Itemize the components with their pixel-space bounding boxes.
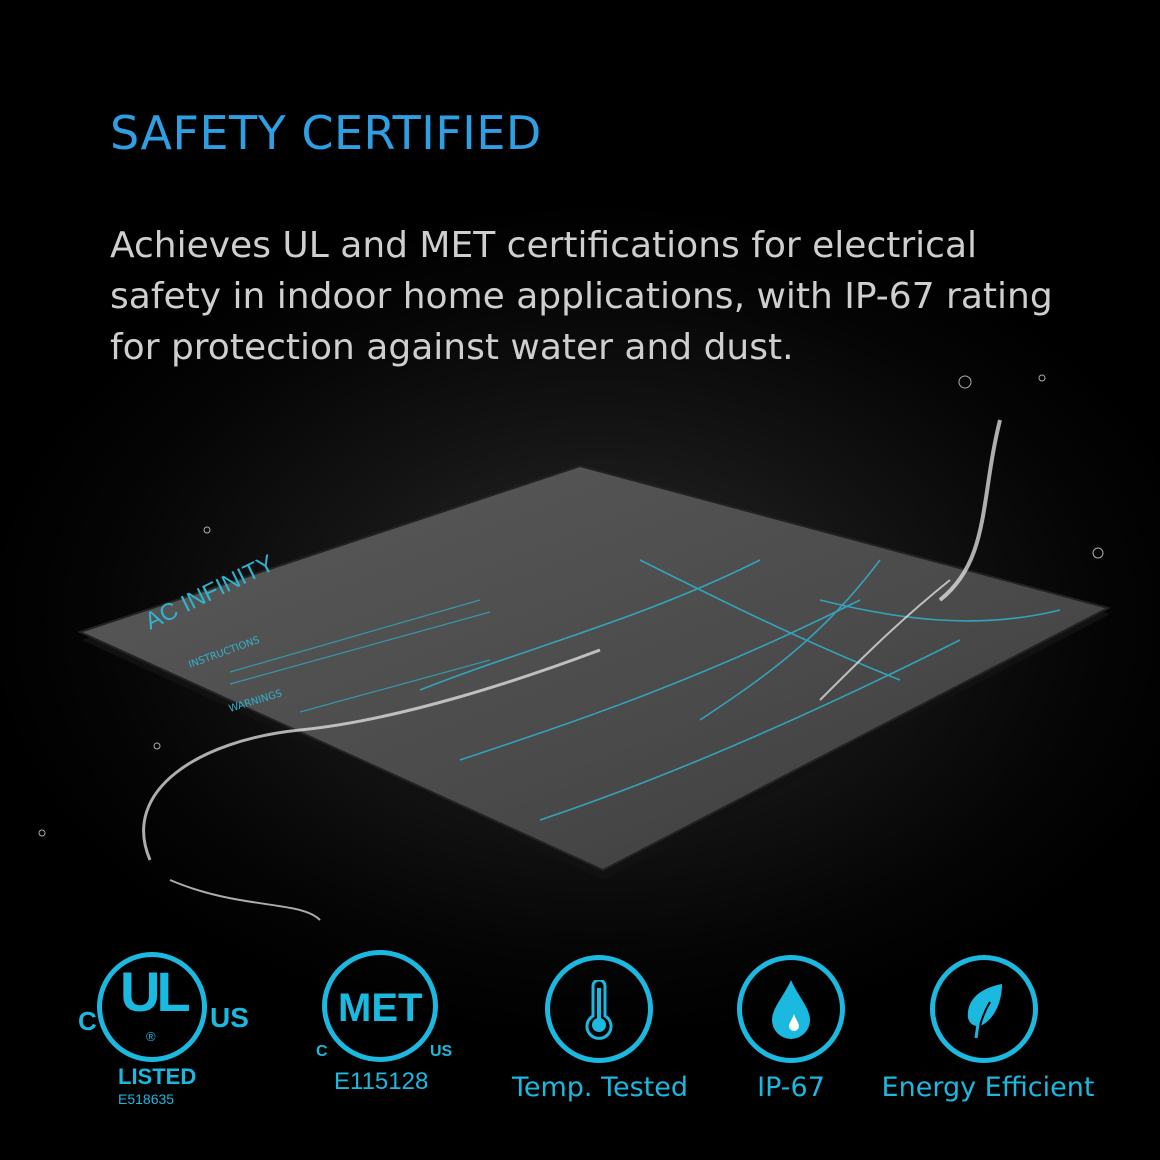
ul-c-mark: C — [78, 1006, 97, 1036]
thermometer-icon — [585, 980, 613, 1040]
met-ring — [322, 950, 438, 1062]
ul-listed-label: LISTED — [118, 1064, 197, 1089]
met-c-mark: C — [316, 1043, 328, 1060]
description-text: Achieves UL and MET certifications for e… — [110, 225, 1053, 368]
ul-file-number: E518635 — [118, 1091, 175, 1107]
feature-label: Energy Efficient — [881, 1072, 1095, 1103]
met-mark: MET — [338, 986, 423, 1030]
water-drop-icon — [772, 980, 810, 1039]
feature-ring — [930, 955, 1038, 1063]
ul-ring — [97, 952, 207, 1062]
registered-mark: ® — [146, 1029, 156, 1044]
ul-mark: UL — [120, 960, 191, 1023]
met-file-number: E115128 — [334, 1068, 429, 1095]
ul-us-mark: US — [210, 1002, 249, 1033]
feature-ring — [545, 955, 653, 1063]
page-title: SAFETY CERTIFIED — [110, 106, 542, 160]
water-splash — [38, 374, 1104, 921]
mat-surface — [77, 464, 1111, 872]
met-us-mark: US — [430, 1043, 453, 1060]
feature-label: IP-67 — [757, 1072, 825, 1103]
leaf-pattern — [419, 559, 1061, 821]
leaf-icon — [967, 984, 1002, 1039]
feature-label: Temp. Tested — [511, 1072, 689, 1103]
feature-ring — [737, 955, 845, 1063]
instruction-lines — [229, 599, 491, 713]
